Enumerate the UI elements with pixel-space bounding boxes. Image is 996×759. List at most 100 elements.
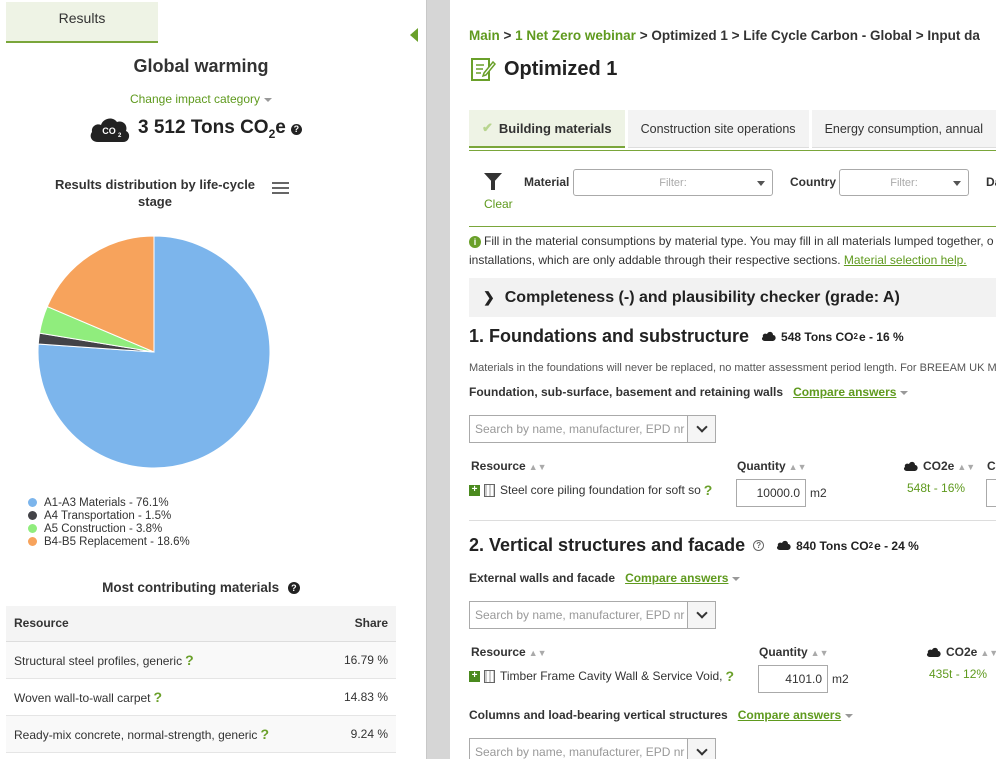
help-icon[interactable]: ?	[185, 651, 194, 668]
column-header-resource[interactable]: Resource ▲▼	[471, 459, 547, 473]
help-icon[interactable]: ?	[153, 688, 163, 705]
sort-icon: ▲▼	[957, 462, 976, 472]
impact-title: Global warming	[133, 56, 269, 76]
breadcrumb-main[interactable]: Main	[469, 28, 500, 43]
search-placeholder: Search by name, manufacturer, EPD nr	[475, 422, 685, 436]
pie-slice-b4-b5-replacement[interactable]	[46, 235, 155, 353]
help-icon[interactable]: ?	[753, 540, 765, 551]
caret-down-icon	[264, 97, 273, 102]
panel-splitter[interactable]	[426, 0, 450, 759]
distribution-title: Results distribution by life-cycle stage	[54, 177, 256, 209]
search-dropdown-button[interactable]	[687, 739, 715, 759]
resource-search-input[interactable]: Search by name, manufacturer, EPD nr	[469, 738, 716, 759]
column-header-extra[interactable]: C	[987, 459, 996, 473]
co2-subscript: 2	[868, 541, 874, 550]
cloud-icon	[903, 462, 918, 472]
extra-input[interactable]	[986, 479, 996, 507]
legend-label: B4-B5 Replacement - 18.6%	[44, 535, 190, 548]
material-selection-help-link[interactable]: Material selection help.	[843, 253, 967, 267]
legend-label: A4 Transportation - 1.5%	[44, 509, 172, 522]
search-placeholder: Search by name, manufacturer, EPD nr	[475, 608, 685, 622]
column-header-co2[interactable]: CO2e ▲▼	[926, 645, 996, 659]
share-cell: 14.83 %	[325, 678, 396, 716]
collapse-panel-icon[interactable]	[410, 28, 418, 42]
most-contributing-title: Most contributing materials ?	[0, 580, 402, 595]
legend-item[interactable]: A5 Construction - 3.8%	[28, 522, 190, 535]
section-co2-value: 548 Tons CO	[781, 329, 854, 344]
tab-building-materials[interactable]: ✔ Building materials	[469, 110, 625, 148]
tab-construction-site-operations[interactable]: Construction site operations	[627, 110, 809, 148]
tab-label: Building materials	[498, 120, 612, 136]
resource-cell: Woven wall-to-wall carpet?	[6, 678, 326, 716]
completeness-checker[interactable]: ❯ Completeness (-) and plausibility check…	[469, 278, 996, 317]
section-co2: 548 Tons CO 2 e - 16 %	[761, 330, 904, 344]
clear-filters-link[interactable]: Clear	[484, 197, 513, 211]
chevron-right-icon: ❯	[483, 289, 495, 305]
compare-answers-label: Compare answers	[625, 571, 729, 585]
compare-answers-link[interactable]: Compare answers	[738, 708, 854, 722]
help-icon[interactable]: ?	[287, 582, 300, 595]
column-header-quantity[interactable]: Quantity ▲▼	[737, 459, 807, 473]
help-icon[interactable]: ?	[290, 123, 302, 135]
tab-bar: ✔ Building materials Construction site op…	[469, 110, 996, 150]
resource-search-input[interactable]: Search by name, manufacturer, EPD nr	[469, 601, 716, 629]
column-header-resource[interactable]: Resource ▲▼	[471, 645, 547, 659]
extra-filter-label: Da	[986, 175, 996, 189]
table-row: Woven wall-to-wall carpet? 14.83 %	[6, 678, 396, 716]
subsection-label: Columns and load-bearing vertical struct…	[469, 708, 728, 722]
resource-name[interactable]: Timber Frame Cavity Wall & Service Void,	[500, 669, 723, 683]
resource-type-icon	[484, 483, 495, 497]
quantity-input[interactable]: 4101.0	[758, 665, 828, 693]
quantity-input[interactable]: 10000.0	[736, 479, 806, 507]
resource-search-input[interactable]: Search by name, manufacturer, EPD nr	[469, 415, 716, 443]
add-icon[interactable]: +	[469, 484, 480, 496]
change-impact-category-link[interactable]: Change impact category	[0, 92, 402, 106]
results-tab[interactable]: Results	[6, 2, 158, 43]
resource-name[interactable]: Steel core piling foundation for soft so	[500, 483, 701, 497]
divider	[469, 520, 996, 521]
legend-item[interactable]: A4 Transportation - 1.5%	[28, 509, 190, 522]
column-header-share[interactable]: Share	[325, 606, 396, 642]
cloud-icon	[777, 540, 791, 550]
section-title-text: 2. Vertical structures and facade	[469, 535, 746, 555]
chevron-down-icon	[695, 607, 708, 619]
search-dropdown-button[interactable]	[687, 602, 715, 628]
help-icon[interactable]: ?	[260, 725, 269, 742]
help-icon[interactable]: ?	[725, 668, 735, 684]
column-header-co2[interactable]: CO2e ▲▼	[903, 459, 975, 473]
column-header-quantity[interactable]: Quantity ▲▼	[759, 645, 829, 659]
material-filter-label: Material	[524, 175, 570, 189]
breadcrumb-project[interactable]: 1 Net Zero webinar	[515, 28, 636, 43]
help-icon[interactable]: ?	[703, 482, 713, 498]
compare-answers-link[interactable]: Compare answers	[625, 571, 741, 585]
total-co2: CO 2 3 512 Tons CO2e ?	[88, 112, 302, 146]
co2-cloud-icon: CO 2	[90, 118, 130, 142]
column-label: Resource	[471, 645, 526, 659]
country-filter-label: Country	[790, 175, 836, 189]
add-icon[interactable]: +	[469, 670, 480, 682]
pie-slice-a1-a3-materials[interactable]	[37, 235, 271, 469]
column-label: CO2e	[923, 459, 955, 473]
legend-item[interactable]: A1-A3 Materials - 76.1%	[28, 496, 190, 509]
co2-subscript: 2	[853, 332, 858, 341]
resource-type-icon	[484, 669, 495, 683]
legend-item[interactable]: B4-B5 Replacement - 18.6%	[28, 535, 190, 548]
search-placeholder: Search by name, manufacturer, EPD nr	[475, 745, 685, 759]
caret-down-icon	[900, 390, 909, 395]
share-cell: 16.79 %	[325, 641, 396, 679]
chart-menu-icon[interactable]	[272, 182, 289, 196]
filter-icon	[484, 173, 502, 183]
material-filter-placeholder: Filter:	[659, 177, 687, 189]
breadcrumb-rest: > Optimized 1 > Life Cycle Carbon - Glob…	[635, 28, 980, 43]
compare-answers-label: Compare answers	[793, 385, 897, 399]
info-line-1: Fill in the material consumptions by mat…	[484, 234, 994, 248]
compare-answers-link[interactable]: Compare answers	[793, 385, 909, 399]
unit-label: m2	[832, 672, 849, 686]
material-filter-select[interactable]: Filter:	[573, 169, 773, 196]
search-dropdown-button[interactable]	[687, 416, 715, 442]
sort-icon: ▲▼	[788, 462, 807, 472]
tab-energy-consumption[interactable]: Energy consumption, annual	[811, 110, 996, 148]
column-header-resource[interactable]: Resource	[6, 606, 326, 642]
column-label: CO2e	[946, 645, 978, 659]
country-filter-select[interactable]: Filter:	[839, 169, 969, 196]
